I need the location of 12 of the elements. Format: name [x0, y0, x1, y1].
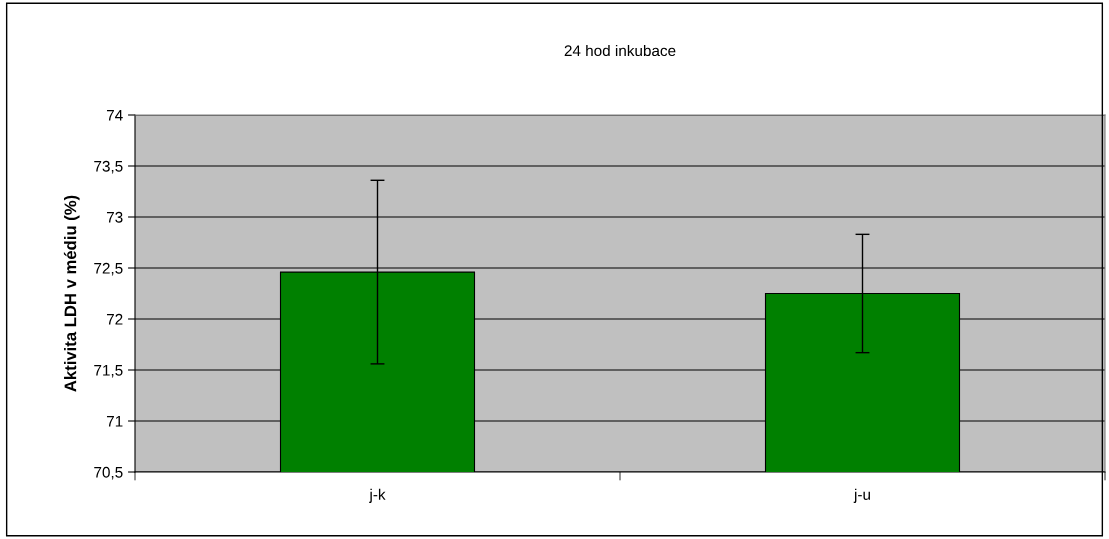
y-tick-label: 74: [106, 110, 123, 121]
y-tick-label: 71,5: [94, 365, 123, 378]
y-tick-label: 70,5: [94, 466, 123, 480]
x-tick-label: j-u: [853, 488, 870, 503]
y-tick-label: 73,5: [94, 160, 123, 174]
y-tick-label: 72,5: [94, 262, 123, 276]
y-tick-label: 71: [106, 416, 123, 427]
y-tick-label: 72: [106, 313, 123, 325]
x-tick-label: j-k: [369, 488, 386, 503]
chart-title: 24 hod inkubace: [564, 44, 676, 57]
y-axis-title: Aktivita LDH v médiu (%): [63, 195, 80, 392]
y-tick-label: 73: [106, 211, 123, 223]
